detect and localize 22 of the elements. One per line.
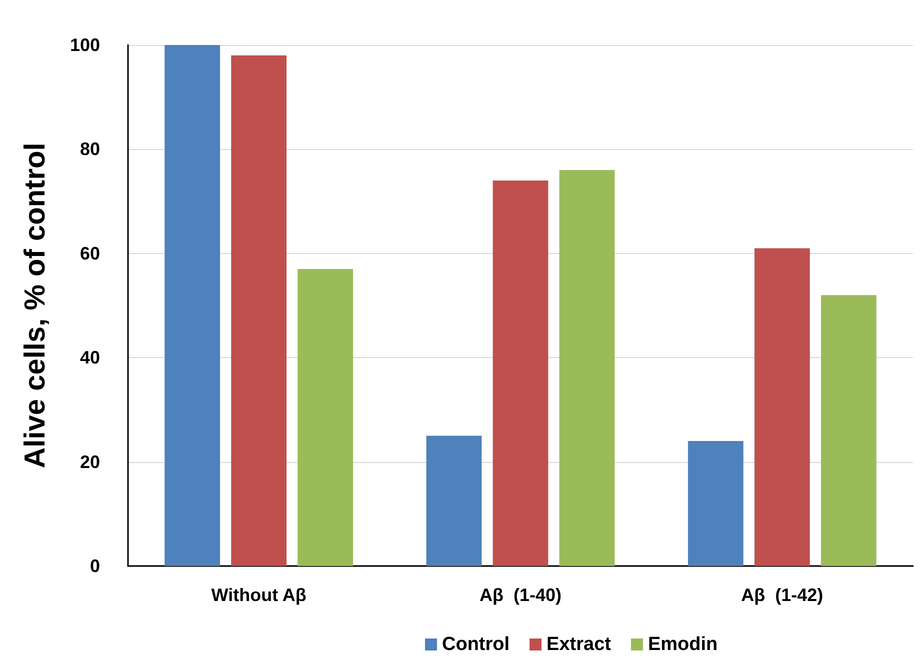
y-tick-label: 20 (80, 452, 100, 472)
legend-label: Emodin (648, 634, 718, 655)
y-tick-label: 60 (80, 243, 100, 264)
bar (231, 55, 287, 566)
bar (298, 269, 354, 566)
legend-label: Extract (546, 634, 612, 655)
bar (559, 170, 615, 566)
bar (164, 45, 220, 566)
bar (492, 180, 548, 566)
x-tick-label: Aβ (1-42) (741, 585, 824, 605)
y-tick-label: 80 (80, 139, 100, 160)
x-tick-label: Without Aβ (211, 585, 306, 605)
y-tick-label: 0 (90, 556, 100, 576)
bar (688, 440, 744, 566)
bar (820, 295, 876, 566)
x-tick-label: Aβ (1-40) (479, 585, 562, 605)
legend-label: Control (442, 634, 510, 655)
y-tick-label: 40 (80, 348, 100, 368)
bar (754, 248, 810, 566)
y-tick-label: 100 (70, 35, 100, 55)
y-axis-title: Alive cells, % of control (20, 142, 52, 468)
bar (426, 436, 482, 566)
